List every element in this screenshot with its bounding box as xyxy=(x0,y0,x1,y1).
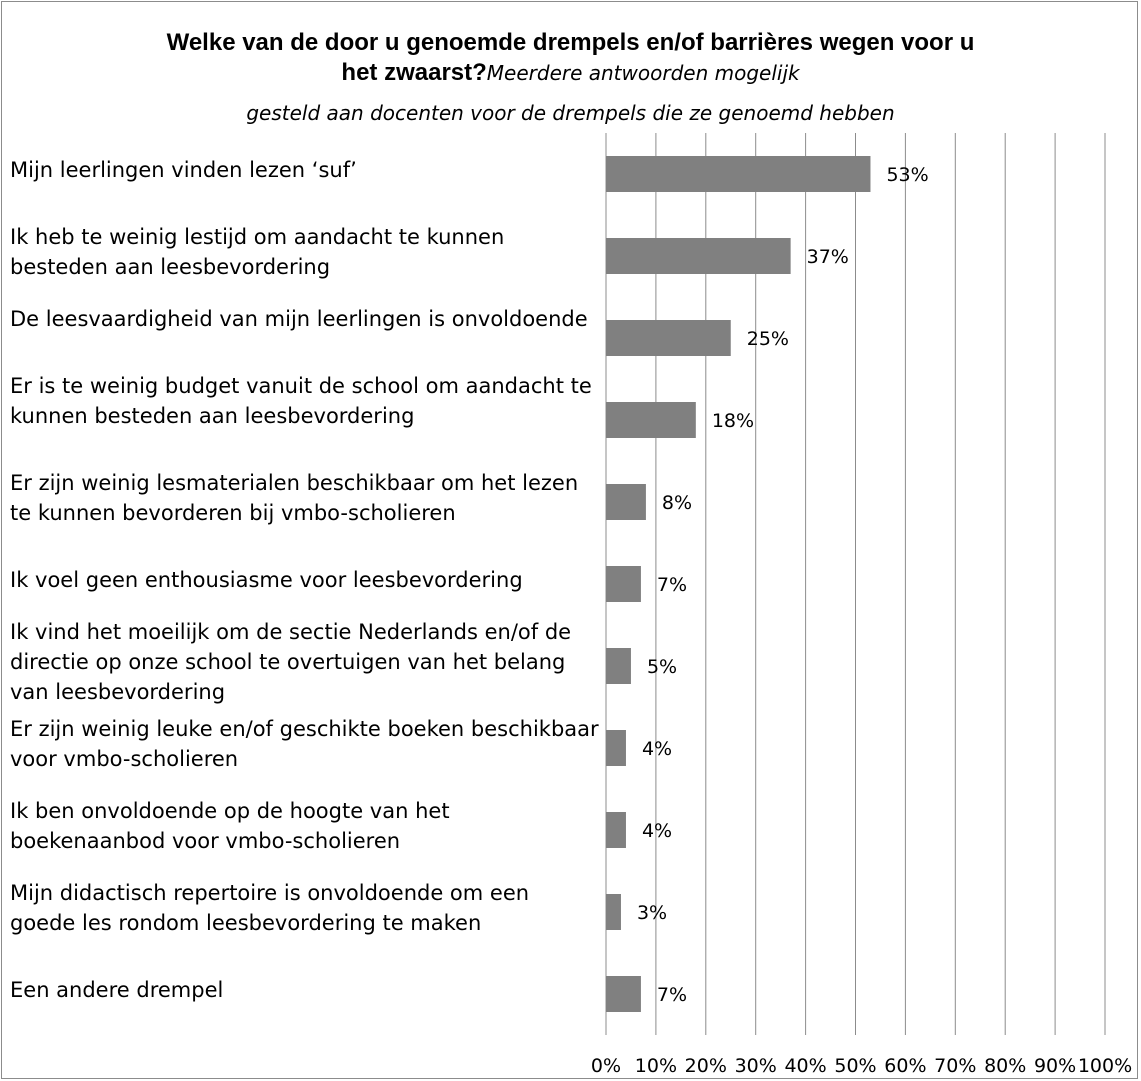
bar xyxy=(606,402,696,438)
data-label: 4% xyxy=(642,820,672,842)
category-label: Er zijn weinig lesmaterialen beschikbaar… xyxy=(10,471,579,525)
x-tick-label: 80% xyxy=(984,1055,1026,1077)
chart-title-question: het zwaarst? xyxy=(341,59,487,86)
x-tick-label: 60% xyxy=(884,1055,926,1077)
bar xyxy=(606,238,791,274)
bar xyxy=(606,156,871,192)
data-label: 5% xyxy=(647,656,677,678)
category-label: Ik ben onvoldoende op de hoogte van het … xyxy=(10,799,450,853)
bar xyxy=(606,730,626,766)
data-label: 25% xyxy=(747,328,789,350)
bar xyxy=(606,566,641,602)
chart-title-line1: Welke van de door u genoemde drempels en… xyxy=(166,29,975,56)
bar xyxy=(606,320,731,356)
x-tick-label: 100% xyxy=(1078,1055,1132,1077)
data-label: 18% xyxy=(712,410,754,432)
x-tick-label: 0% xyxy=(591,1055,621,1077)
bar xyxy=(606,894,621,930)
bar xyxy=(606,976,641,1012)
data-label: 7% xyxy=(657,574,687,596)
category-label: Er zijn weinig leuke en/of geschikte boe… xyxy=(10,717,599,771)
category-label: Een andere drempel xyxy=(10,978,224,1002)
category-label: Ik heb te weinig lestijd om aandacht te … xyxy=(10,225,505,279)
data-label: 37% xyxy=(807,246,849,268)
data-label: 7% xyxy=(657,984,687,1006)
data-label: 8% xyxy=(662,492,692,514)
x-tick-label: 70% xyxy=(934,1055,976,1077)
chart-subtitle-line2: gesteld aan docenten voor de drempels di… xyxy=(246,101,895,125)
category-label: Ik vind het moeilijk om de sectie Nederl… xyxy=(10,620,572,704)
chart-title-line2: het zwaarst?Meerdere antwoorden mogelijk xyxy=(0,58,1141,88)
data-label: 4% xyxy=(642,738,672,760)
bar xyxy=(606,648,631,684)
x-tick-label: 90% xyxy=(1034,1055,1076,1077)
category-label: Mijn leerlingen vinden lezen ‘suf’ xyxy=(10,158,357,182)
bar xyxy=(606,812,626,848)
category-label: Mijn didactisch repertoire is onvoldoend… xyxy=(10,881,530,935)
data-label: 3% xyxy=(637,902,667,924)
category-label: De leesvaardigheid van mijn leerlingen i… xyxy=(10,307,588,331)
x-tick-label: 50% xyxy=(834,1055,876,1077)
chart-subtitle-part: Meerdere antwoorden mogelijk xyxy=(486,61,800,85)
bar xyxy=(606,484,646,520)
category-label: Ik voel geen enthousiasme voor leesbevor… xyxy=(10,568,523,592)
category-label: Er is te weinig budget vanuit de school … xyxy=(10,374,592,428)
x-tick-label: 30% xyxy=(735,1055,777,1077)
x-tick-label: 10% xyxy=(635,1055,677,1077)
x-tick-label: 40% xyxy=(784,1055,826,1077)
data-label: 53% xyxy=(886,164,928,186)
x-tick-label: 20% xyxy=(685,1055,727,1077)
